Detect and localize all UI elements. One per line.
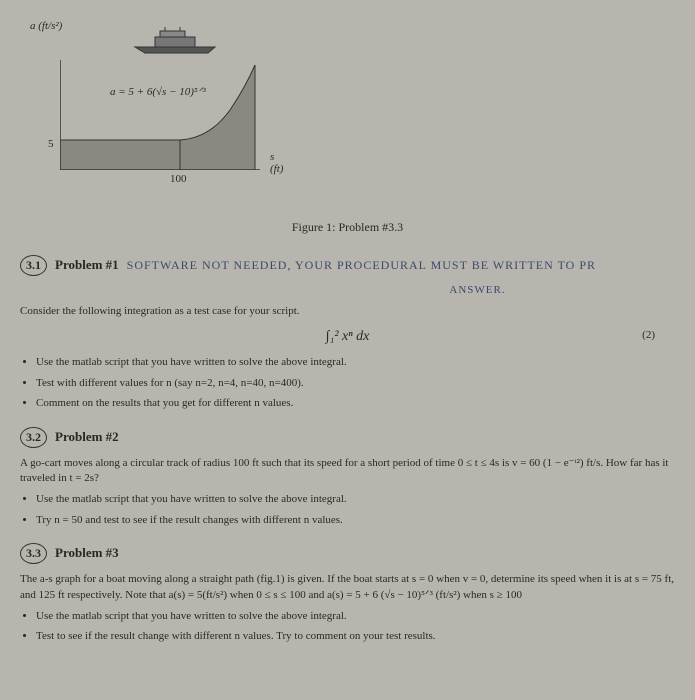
problem-3-num: 3.3 xyxy=(20,543,47,564)
problem-1-intro: Consider the following integration as a … xyxy=(20,304,675,319)
problem-2-title: Problem #2 xyxy=(55,429,119,445)
problem-1-bullets: Use the matlab script that you have writ… xyxy=(36,355,675,411)
problem-3-body: The a-s graph for a boat moving along a … xyxy=(20,572,675,603)
problem-2-num: 3.2 xyxy=(20,427,47,448)
problem-2-bullets: Use the matlab script that you have writ… xyxy=(36,492,675,528)
y-axis-label: a (ft/s²) xyxy=(30,20,62,32)
problem-2-header: 3.2 Problem #2 xyxy=(20,427,675,448)
problem-2-body: A go-cart moves along a circular track o… xyxy=(20,456,675,487)
problem-3-bullets: Use the matlab script that you have writ… xyxy=(36,609,675,645)
problem-2-bullet-2: Try n = 50 and test to see if the result… xyxy=(36,513,675,528)
problem-3-bullet-1: Use the matlab script that you have writ… xyxy=(36,609,675,624)
equation-number: (2) xyxy=(642,329,655,341)
problem-1-title: Problem #1 xyxy=(55,257,119,273)
handwritten-note-1: SOFTWARE NOT NEEDED, YOUR PROCEDURAL MUS… xyxy=(127,258,596,273)
problem-1-header: 3.1 Problem #1 SOFTWARE NOT NEEDED, YOUR… xyxy=(20,255,675,276)
figure-caption: Figure 1: Problem #3.3 xyxy=(20,220,675,235)
handwritten-note-2: ANSWER. xyxy=(280,284,675,296)
curve-equation: a = 5 + 6(√s − 10)⁵ᐟ³ xyxy=(110,85,206,98)
figure-area: a (ft/s²) a = 5 + 6(√s − 10)⁵ᐟ³ 5 100 s … xyxy=(30,20,310,190)
problem-2-bullet-1: Use the matlab script that you have writ… xyxy=(36,492,675,507)
problem-1-bullet-1: Use the matlab script that you have writ… xyxy=(36,355,675,370)
x-axis-label: s (ft) xyxy=(270,151,283,175)
problem-3-header: 3.3 Problem #3 xyxy=(20,543,675,564)
integral-expression: ∫₁² xⁿ dx (2) xyxy=(20,329,675,345)
problem-3-bullet-2: Test to see if the result change with di… xyxy=(36,629,675,644)
problem-1-num: 3.1 xyxy=(20,255,47,276)
boat-icon xyxy=(130,25,220,55)
problem-1-bullet-2: Test with different values for n (say n=… xyxy=(36,376,675,391)
curve-graph: a = 5 + 6(√s − 10)⁵ᐟ³ 5 100 s (ft) xyxy=(60,60,260,170)
problem-3-title: Problem #3 xyxy=(55,545,119,561)
integral-math: ∫₁² xⁿ dx xyxy=(326,329,370,344)
problem-1-bullet-3: Comment on the results that you get for … xyxy=(36,396,675,411)
y-tick-5: 5 xyxy=(48,138,54,150)
x-tick-100: 100 xyxy=(170,173,187,185)
